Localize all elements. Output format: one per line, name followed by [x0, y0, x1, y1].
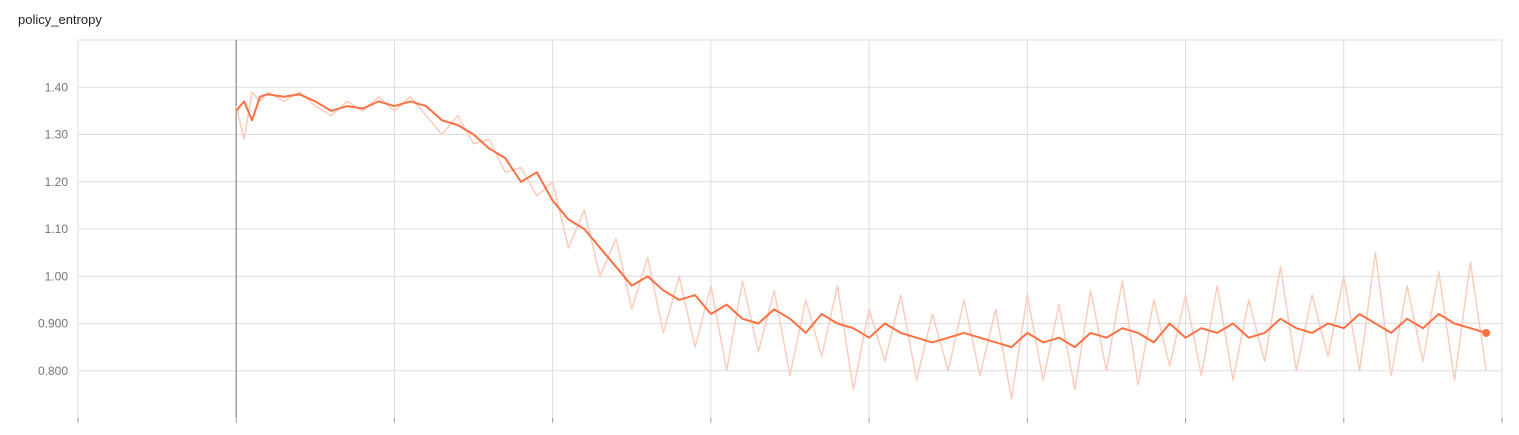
- smoothed-series-line: [235, 93, 1487, 349]
- y-tick-label: 1.10: [45, 222, 69, 236]
- raw-series-layer: [235, 91, 1487, 400]
- chart-title: policy_entropy: [18, 12, 102, 27]
- series-end-point: [1482, 328, 1491, 337]
- y-tick-label: 0.900: [38, 317, 68, 331]
- axis-layer: 0.800 0.900 1.00 1.10 1.20 1.30 1.40: [38, 40, 1503, 423]
- y-tick-label: 0.800: [38, 364, 68, 378]
- y-tick-label: 1.00: [45, 269, 69, 283]
- grid-layer: [77, 39, 1503, 418]
- smoothed-series-layer: [235, 93, 1491, 349]
- raw-series-line: [235, 91, 1487, 400]
- y-tick-label: 1.20: [45, 175, 69, 189]
- y-tick-label: 1.40: [45, 80, 69, 94]
- y-tick-label: 1.30: [45, 128, 69, 142]
